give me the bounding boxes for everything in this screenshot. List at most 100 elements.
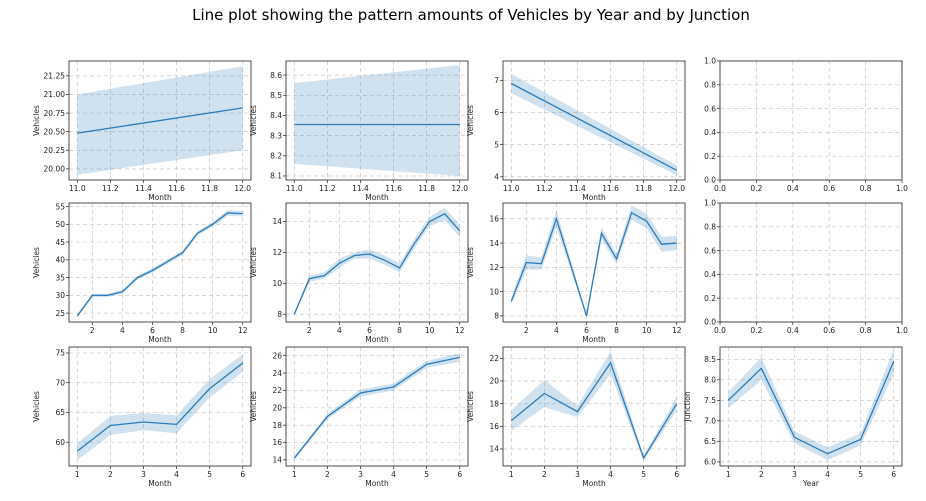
y-tick-label: 4: [494, 172, 499, 181]
x-tick-label: 3: [141, 470, 146, 479]
x-axis-label: Month: [582, 335, 606, 344]
axes-frame: [719, 60, 903, 181]
y-tick-label: 12: [272, 248, 282, 257]
y-tick-label: 0.6: [704, 246, 716, 255]
x-tick-label: 1: [509, 470, 514, 479]
y-tick-label: 1.0: [704, 57, 716, 66]
x-tick-label: 0.6: [823, 326, 835, 335]
subplot-r2c0: 1 2 3 4 5 6 60 65 70 75 Month Vehicles: [32, 346, 252, 488]
x-tick-label: 4: [337, 326, 342, 335]
y-tick-label: 8.2: [270, 151, 282, 160]
y-axis-label: Vehicles: [466, 105, 475, 136]
y-tick-label: 60: [55, 438, 65, 447]
y-tick-label: 0.8: [704, 223, 716, 232]
x-tick-label: 2: [542, 470, 547, 479]
y-tick-label: 8.0: [704, 376, 716, 385]
y-tick-label: 14: [272, 217, 282, 226]
y-axis-label: Vehicles: [249, 391, 258, 422]
y-tick-label: 12: [489, 263, 499, 272]
x-tick-label: 11.2: [102, 184, 119, 193]
y-tick-label: 18: [272, 421, 282, 430]
y-tick-label: 22: [489, 354, 499, 363]
y-tick-label: 7.0: [704, 417, 716, 426]
x-tick-label: 5: [207, 470, 212, 479]
x-tick-label: 4: [825, 470, 830, 479]
confidence-band: [77, 354, 243, 461]
y-tick-label: 45: [55, 238, 65, 247]
confidence-band: [294, 65, 460, 176]
x-axis-label: Month: [365, 193, 389, 202]
x-tick-label: 12.0: [234, 184, 251, 193]
x-tick-label: 0.6: [823, 184, 835, 193]
confidence-band: [294, 207, 460, 316]
subplot-r0c0: 11.0 11.2 11.4 11.6 11.8 12.0 20.00 20.25 20.50 2…: [32, 60, 252, 202]
x-tick-label: 0.0: [714, 326, 726, 335]
x-axis-label: Month: [148, 193, 172, 202]
y-tick-label: 8: [277, 310, 282, 319]
x-tick-label: 4: [120, 326, 125, 335]
y-tick-label: 1.0: [704, 199, 716, 208]
confidence-band: [728, 349, 894, 460]
x-tick-label: 11.8: [418, 184, 435, 193]
x-tick-label: 2: [90, 326, 95, 335]
x-tick-label: 11.2: [319, 184, 336, 193]
x-tick-label: 6: [674, 470, 679, 479]
y-tick-label: 16: [272, 438, 282, 447]
y-tick-label: 21.00: [44, 90, 66, 99]
x-tick-label: 5: [424, 470, 429, 479]
x-tick-label: 2: [108, 470, 113, 479]
subplot-r0c1: 11.0 11.2 11.4 11.6 11.8 12.0 8.1 8.2 8.3 8.4 8.5 8…: [249, 60, 469, 202]
x-tick-label: 0.4: [787, 184, 799, 193]
subplot-r1c3: 0.0 0.2 0.4 0.6 0.8 1.0 0.0 0.2 0.4 0.6 0.8 1.0: [704, 199, 908, 335]
y-axis-label: Junction: [683, 391, 692, 422]
axes-frame: [502, 202, 686, 323]
y-tick-label: 75: [55, 349, 65, 358]
series-line: [510, 361, 678, 460]
x-tick-label: 0.8: [860, 184, 872, 193]
y-tick-label: 0.6: [704, 104, 716, 113]
y-axis-label: Vehicles: [32, 391, 41, 422]
y-tick-label: 14: [272, 456, 282, 465]
y-tick-label: 8.6: [270, 71, 282, 80]
y-tick-label: 20.25: [44, 146, 66, 155]
x-tick-label: 1.0: [896, 184, 908, 193]
x-tick-label: 1.0: [896, 326, 908, 335]
x-tick-label: 6: [150, 326, 155, 335]
y-tick-label: 20: [272, 404, 282, 413]
x-tick-label: 6: [584, 326, 589, 335]
y-tick-label: 16: [489, 422, 499, 431]
x-tick-label: 12: [455, 326, 465, 335]
axes-frame: [68, 202, 252, 323]
y-tick-label: 0.0: [704, 318, 716, 327]
x-axis-label: Year: [802, 479, 820, 488]
y-tick-label: 7: [494, 76, 499, 85]
y-tick-label: 30: [55, 291, 65, 300]
x-tick-label: 11.4: [135, 184, 152, 193]
series-line: [510, 82, 678, 171]
x-tick-label: 5: [858, 470, 863, 479]
y-tick-label: 22: [272, 386, 282, 395]
confidence-band: [77, 210, 243, 318]
y-tick-label: 16: [489, 214, 499, 223]
x-tick-label: 11.6: [602, 184, 619, 193]
axes-frame: [285, 202, 469, 323]
x-tick-label: 12.0: [668, 184, 685, 193]
y-tick-label: 55: [55, 202, 65, 211]
x-tick-label: 2: [325, 470, 330, 479]
axes-frame: [68, 346, 252, 467]
x-tick-label: 10: [425, 326, 435, 335]
x-tick-label: 8: [180, 326, 185, 335]
y-tick-label: 8.3: [270, 131, 282, 140]
series-line: [293, 213, 461, 315]
y-tick-label: 25: [55, 309, 65, 318]
x-axis-label: Month: [582, 479, 606, 488]
x-tick-label: 4: [174, 470, 179, 479]
x-tick-label: 0.2: [750, 326, 762, 335]
series-line: [510, 211, 677, 317]
x-tick-label: 3: [575, 470, 580, 479]
confidence-band: [511, 205, 677, 318]
confidence-band: [511, 73, 677, 176]
y-tick-label: 6.5: [704, 437, 716, 446]
y-tick-label: 18: [489, 399, 499, 408]
y-axis-label: Vehicles: [466, 247, 475, 278]
